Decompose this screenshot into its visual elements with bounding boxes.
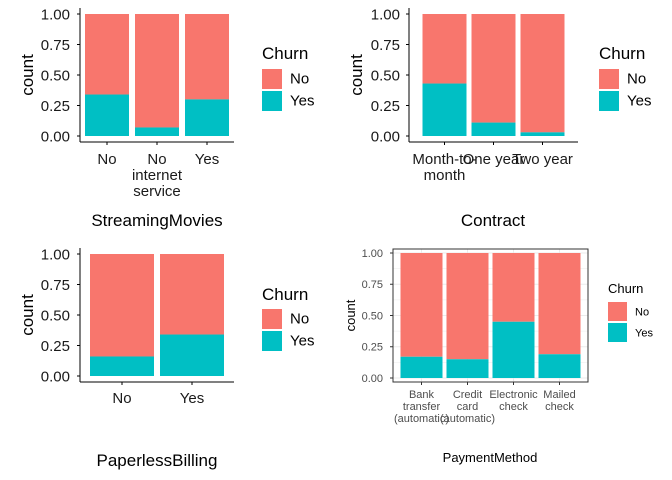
- legend-label-no: No: [627, 70, 646, 87]
- x-tick-label: One year: [463, 151, 525, 168]
- bar-no-1: [85, 14, 129, 95]
- bar-no-1: [422, 14, 467, 84]
- y-axis-title: count: [18, 54, 37, 96]
- bar-yes-2: [135, 127, 179, 136]
- x-axis-title: Contract: [461, 211, 526, 230]
- x-tick-label: No: [112, 390, 131, 407]
- legend-swatch-no: [599, 69, 619, 89]
- x-tick-label: No: [97, 151, 116, 168]
- bar-no-2: [446, 253, 489, 360]
- legend: Churn No Yes: [262, 44, 314, 111]
- y-tick-label: 1.00: [371, 6, 400, 23]
- legend-label-yes: Yes: [290, 92, 314, 109]
- bar-yes-2: [471, 122, 516, 136]
- x-tick-label: Credit card (automatic): [440, 389, 495, 425]
- bar-no-3: [185, 14, 229, 100]
- legend-label-no: No: [635, 307, 649, 319]
- bar-no-2: [160, 254, 224, 335]
- y-tick-label: 0.00: [41, 128, 70, 145]
- bar-no-3: [520, 14, 565, 133]
- legend-swatch-yes: [608, 323, 627, 342]
- y-tick-label: 1.00: [41, 6, 70, 23]
- y-tick-label: 0.50: [371, 67, 400, 84]
- x-axis-title: StreamingMovies: [91, 211, 222, 230]
- y-tick-label: 0.75: [371, 37, 400, 54]
- y-tick-label: 0.25: [362, 342, 383, 354]
- bar-yes-4: [538, 354, 581, 378]
- x-axis-title: PaymentMethod: [443, 450, 538, 465]
- bar-no-1: [90, 254, 154, 357]
- x-tick-label: No internet service: [132, 151, 183, 200]
- bar-yes-3: [492, 321, 535, 378]
- y-tick-label: 0.75: [41, 277, 70, 294]
- x-tick-label: Yes: [180, 390, 204, 407]
- legend-label-yes: Yes: [627, 92, 651, 109]
- bar-yes-1: [85, 94, 129, 136]
- y-axis-title: count: [347, 54, 366, 96]
- bar-no-4: [538, 253, 581, 355]
- legend: Churn No Yes: [599, 44, 651, 111]
- bar-yes-1: [400, 356, 443, 378]
- y-tick-label: 0.00: [41, 368, 70, 385]
- legend-title: Churn: [262, 44, 308, 63]
- y-tick-label: 0.25: [371, 98, 400, 115]
- y-tick-label: 0.75: [41, 37, 70, 54]
- x-tick-label: Mailed check: [543, 389, 575, 413]
- legend-swatch-no: [608, 302, 627, 321]
- y-tick-label: 1.00: [362, 248, 383, 260]
- y-tick-label: 0.50: [41, 307, 70, 324]
- legend-swatch-no: [262, 309, 282, 329]
- chart-panel-4: 0.00 0.25 0.50 0.75 1.00 Bank transfer (automat…: [343, 248, 653, 465]
- bar-yes-1: [422, 83, 467, 136]
- y-axis-title: count: [343, 299, 358, 331]
- legend: Churn No Yes: [262, 285, 314, 351]
- legend-label-no: No: [290, 70, 309, 87]
- x-tick-label: Bank transfer (automatic): [394, 389, 449, 425]
- bar-no-2: [135, 14, 179, 128]
- y-tick-label: 0.00: [371, 128, 400, 145]
- legend-title: Churn: [599, 44, 645, 63]
- legend-swatch-yes: [262, 91, 282, 111]
- legend-title: Churn: [262, 285, 308, 304]
- bar-no-2: [471, 14, 516, 123]
- chart-panel-3: 0.00 0.25 0.50 0.75 1.00 No Yes count PaperlessB…: [18, 246, 314, 470]
- x-tick-label: Yes: [195, 151, 219, 168]
- legend-label-yes: Yes: [635, 328, 653, 340]
- legend: Churn No Yes: [608, 281, 653, 342]
- x-tick-label: Two year: [512, 151, 573, 168]
- bar-yes-3: [185, 99, 229, 136]
- legend-swatch-yes: [599, 91, 619, 111]
- chart-panel-1: 0.00 0.25 0.50 0.75 1.00 No No internet service Y…: [18, 6, 314, 230]
- legend-label-yes: Yes: [290, 332, 314, 349]
- legend-label-no: No: [290, 310, 309, 327]
- y-tick-label: 0.00: [362, 373, 383, 385]
- x-axis-title: PaperlessBilling: [97, 451, 218, 470]
- y-tick-label: 0.25: [41, 98, 70, 115]
- bar-yes-2: [446, 359, 489, 378]
- y-axis-title: count: [18, 294, 37, 336]
- x-tick-label: Electronic check: [489, 389, 538, 413]
- y-tick-label: 1.00: [41, 246, 70, 263]
- bar-yes-1: [90, 356, 154, 376]
- y-tick-label: 0.25: [41, 338, 70, 355]
- y-tick-label: 0.50: [41, 67, 70, 84]
- bar-no-1: [400, 253, 443, 357]
- y-tick-label: 0.50: [362, 310, 383, 322]
- y-tick-label: 0.75: [362, 279, 383, 291]
- bar-no-3: [492, 253, 535, 322]
- x-tick-label: Month-to-month: [412, 151, 476, 184]
- bar-yes-2: [160, 334, 224, 376]
- legend-title: Churn: [608, 281, 643, 296]
- bar-yes-3: [520, 132, 565, 136]
- legend-swatch-no: [262, 69, 282, 89]
- legend-swatch-yes: [262, 331, 282, 351]
